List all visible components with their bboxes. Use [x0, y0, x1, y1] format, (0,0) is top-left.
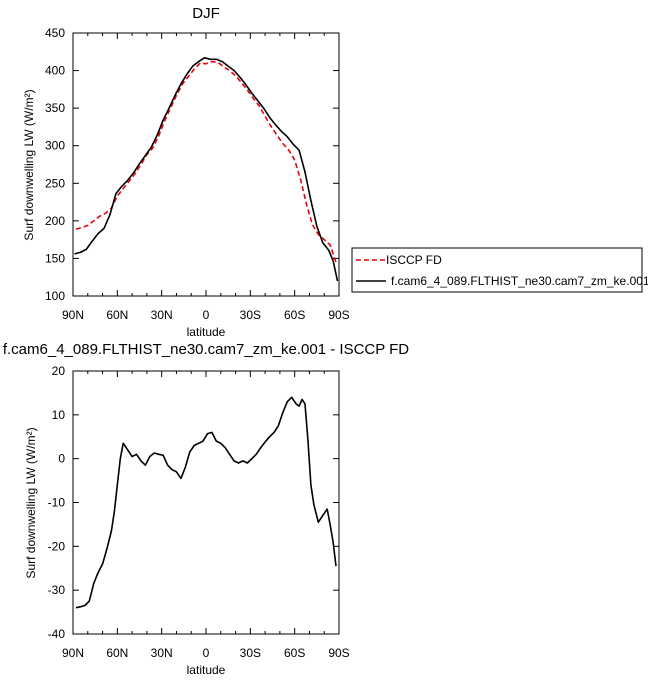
top-y-tick-label: 150: [45, 251, 65, 265]
top-x-tick-label: 90S: [328, 308, 349, 322]
top-x-tick-label: 60S: [284, 308, 305, 322]
top-x-axis-label: latitude: [187, 325, 226, 339]
top-x-tick-label: 30S: [240, 308, 261, 322]
bottom-x-tick-label: 60S: [284, 646, 305, 660]
top-series-line-0: [75, 60, 337, 263]
top-x-tick-label: 30N: [151, 308, 173, 322]
top-y-tick-label: 250: [45, 176, 65, 190]
bottom-series-layer: [75, 396, 337, 609]
top-x-tick-label: 0: [203, 308, 210, 322]
bottom-y-tick-label: -30: [48, 583, 66, 597]
bottom-x-tick-label: 30N: [151, 646, 173, 660]
bottom-ticks-layer: 90N 60N 30N 0 30S 60S 90S -40 -30 -20 -10 0 10 20: [48, 364, 350, 660]
legend-box: [351, 247, 643, 293]
top-y-axis-label: Surf downwelling LW (W/m²): [22, 89, 36, 240]
legend-label-model: f.cam6_4_089.FLTHIST_ne30.cam7_zm_ke.001: [391, 274, 648, 288]
top-chart-title: DJF: [192, 5, 220, 22]
bottom-y-tick-label: -20: [48, 539, 66, 553]
bottom-x-tick-label: 0: [203, 646, 210, 660]
top-y-tick-label: 100: [45, 289, 65, 303]
top-y-tick-label: 400: [45, 64, 65, 78]
top-y-tick-label: 300: [45, 139, 65, 153]
legend-label-isccp: ISCCP FD: [386, 253, 442, 267]
top-x-tick-label: 90N: [62, 308, 84, 322]
top-y-tick-label: 450: [45, 26, 65, 40]
bottom-y-tick-label: 10: [52, 408, 66, 422]
top-x-tick-label: 60N: [106, 308, 128, 322]
bottom-y-tick-label: -40: [48, 627, 66, 641]
top-panel: DJF 90N 60N 30N 0 30S 60S 90S 100 150 200 250 300 35…: [22, 5, 350, 339]
bottom-x-tick-label: 30S: [240, 646, 261, 660]
bottom-y-tick-label: 20: [52, 364, 66, 378]
bottom-panel: f.cam6_4_089.FLTHIST_ne30.cam7_zm_ke.001…: [3, 341, 409, 677]
top-plot-frame: [72, 32, 340, 297]
top-series-layer: [74, 56, 339, 282]
bottom-y-tick-label: -10: [48, 496, 66, 510]
top-series-line-1: [74, 56, 339, 282]
bottom-plot-frame: [72, 370, 340, 635]
legend: ISCCP FD f.cam6_4_089.FLTHIST_ne30.cam7_…: [351, 247, 648, 293]
top-y-tick-label: 350: [45, 101, 65, 115]
bottom-x-tick-label: 90S: [328, 646, 349, 660]
bottom-x-tick-label: 90N: [62, 646, 84, 660]
bottom-y-tick-label: 0: [58, 452, 65, 466]
top-y-tick-label: 200: [45, 214, 65, 228]
top-ticks-layer: 90N 60N 30N 0 30S 60S 90S 100 150 200 250 300 350 400…: [45, 26, 350, 322]
bottom-series-line-0: [75, 396, 337, 609]
bottom-x-axis-label: latitude: [187, 663, 226, 677]
bottom-x-tick-label: 60N: [106, 646, 128, 660]
bottom-chart-title: f.cam6_4_089.FLTHIST_ne30.cam7_zm_ke.001…: [3, 341, 409, 358]
bottom-y-axis-label: Surf downwelling LW (W/m²): [24, 427, 38, 578]
